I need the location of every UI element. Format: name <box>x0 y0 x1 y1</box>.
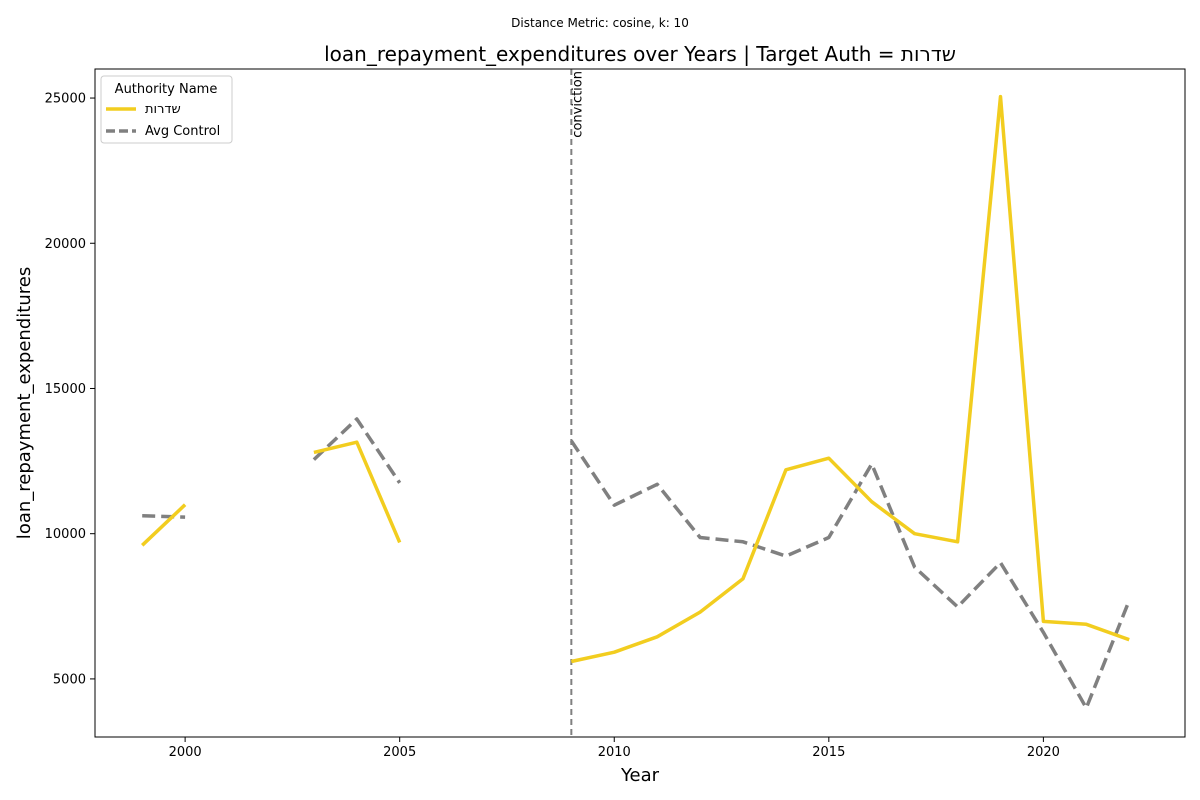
series-line-avg-control <box>312 417 402 484</box>
y-tick-label: 25000 <box>45 92 86 107</box>
legend-title: Authority Name <box>115 82 218 97</box>
series-line-avg-control <box>569 439 1131 710</box>
series-line-avg-control <box>142 513 186 519</box>
x-axis-label: Year <box>620 765 660 786</box>
legend: Authority Name שדרות Avg Control <box>100 75 233 144</box>
x-tick-label: 2020 <box>1027 745 1060 760</box>
legend-label-avg-control: Avg Control <box>145 124 220 139</box>
series-line-target <box>313 440 402 544</box>
x-tick-label: 2000 <box>169 745 202 760</box>
y-axis: 5000 10000 15000 20000 25000 <box>45 92 95 687</box>
y-tick-label: 20000 <box>45 237 86 252</box>
conviction-label: conviction <box>570 71 585 138</box>
series-line-target <box>140 503 187 547</box>
y-axis-label: loan_repayment_expenditures <box>14 267 35 539</box>
y-tick-label: 5000 <box>53 672 86 687</box>
chart-suptitle: Distance Metric: cosine, k: 10 <box>511 16 689 30</box>
series-line-target <box>570 94 1130 664</box>
y-tick-label: 15000 <box>45 382 86 397</box>
x-tick-label: 2005 <box>383 745 416 760</box>
plot-area: conviction <box>140 69 1131 737</box>
x-tick-label: 2015 <box>812 745 845 760</box>
x-tick-label: 2010 <box>598 745 631 760</box>
legend-label-target: שדרות <box>145 102 181 117</box>
x-axis: 2000 2005 2010 2015 2020 <box>169 737 1060 760</box>
y-tick-label: 10000 <box>45 527 86 542</box>
axes-frame <box>94 68 1186 738</box>
chart-title: loan_repayment_expenditures over Years |… <box>324 42 956 66</box>
legend-box <box>100 75 233 144</box>
